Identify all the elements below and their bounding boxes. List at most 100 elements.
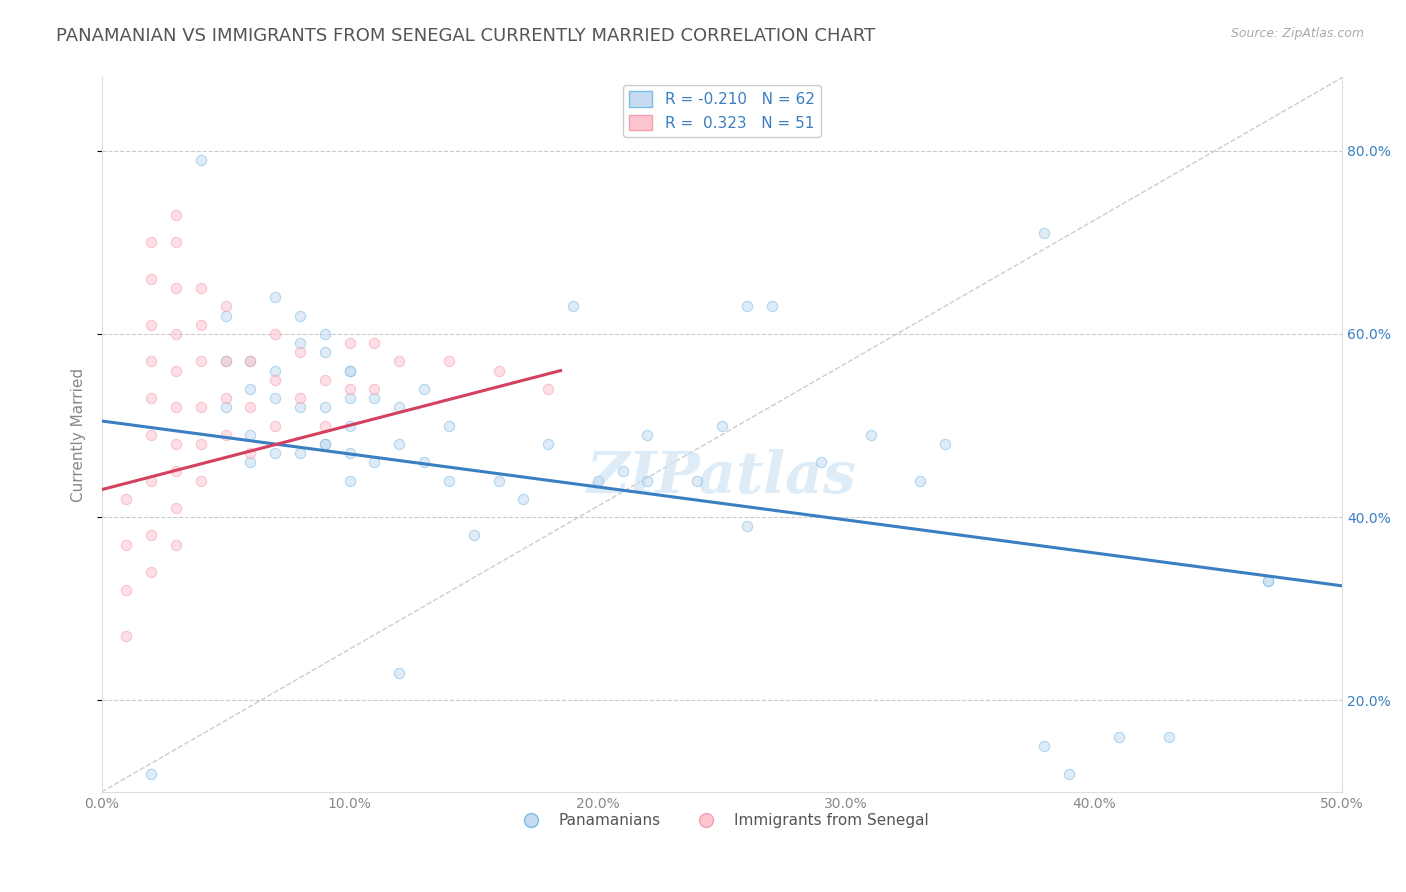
Point: [314, 345, 336, 359]
Point: [239, 401, 262, 415]
Point: [190, 474, 212, 488]
Point: [288, 345, 311, 359]
Point: [339, 418, 361, 433]
Point: [239, 455, 262, 469]
Point: [859, 427, 882, 442]
Point: [115, 491, 138, 506]
Point: [214, 401, 236, 415]
Point: [562, 300, 585, 314]
Point: [339, 363, 361, 377]
Point: [339, 363, 361, 377]
Point: [314, 418, 336, 433]
Point: [488, 474, 510, 488]
Point: [388, 401, 411, 415]
Legend: Panamanians, Immigrants from Senegal: Panamanians, Immigrants from Senegal: [509, 807, 935, 834]
Point: [288, 336, 311, 351]
Point: [636, 474, 658, 488]
Point: [141, 318, 163, 332]
Point: [115, 583, 138, 598]
Point: [388, 354, 411, 368]
Point: [1257, 574, 1279, 589]
Point: [735, 300, 758, 314]
Point: [339, 336, 361, 351]
Point: [1033, 226, 1056, 240]
Point: [636, 427, 658, 442]
Point: [537, 437, 560, 451]
Point: [537, 382, 560, 396]
Point: [214, 427, 236, 442]
Point: [165, 326, 187, 341]
Point: [413, 382, 436, 396]
Point: [363, 382, 385, 396]
Point: [115, 538, 138, 552]
Point: [264, 391, 287, 405]
Point: [288, 401, 311, 415]
Point: [314, 401, 336, 415]
Point: [388, 437, 411, 451]
Point: [363, 391, 385, 405]
Point: [314, 437, 336, 451]
Point: [363, 336, 385, 351]
Point: [586, 474, 609, 488]
Point: [1108, 730, 1130, 744]
Point: [115, 629, 138, 643]
Point: [165, 437, 187, 451]
Point: [264, 363, 287, 377]
Point: [1157, 730, 1180, 744]
Point: [1257, 574, 1279, 589]
Point: [214, 300, 236, 314]
Point: [239, 354, 262, 368]
Point: [141, 354, 163, 368]
Y-axis label: Currently Married: Currently Married: [72, 368, 86, 502]
Point: [512, 491, 534, 506]
Point: [735, 519, 758, 533]
Point: [165, 208, 187, 222]
Point: [612, 464, 634, 478]
Point: [141, 391, 163, 405]
Point: [214, 391, 236, 405]
Point: [190, 153, 212, 167]
Point: [686, 474, 709, 488]
Point: [165, 500, 187, 515]
Point: [314, 373, 336, 387]
Point: [141, 427, 163, 442]
Point: [165, 538, 187, 552]
Point: [264, 418, 287, 433]
Point: [239, 446, 262, 460]
Point: [165, 464, 187, 478]
Point: [190, 318, 212, 332]
Point: [761, 300, 783, 314]
Point: [141, 766, 163, 780]
Point: [264, 373, 287, 387]
Point: [141, 528, 163, 542]
Point: [1033, 739, 1056, 753]
Point: [339, 474, 361, 488]
Point: [363, 455, 385, 469]
Text: PANAMANIAN VS IMMIGRANTS FROM SENEGAL CURRENTLY MARRIED CORRELATION CHART: PANAMANIAN VS IMMIGRANTS FROM SENEGAL CU…: [56, 27, 876, 45]
Point: [288, 309, 311, 323]
Point: [810, 455, 832, 469]
Point: [339, 391, 361, 405]
Point: [214, 354, 236, 368]
Point: [339, 382, 361, 396]
Point: [934, 437, 956, 451]
Point: [239, 354, 262, 368]
Point: [437, 354, 460, 368]
Point: [190, 437, 212, 451]
Point: [190, 401, 212, 415]
Point: [437, 474, 460, 488]
Point: [314, 437, 336, 451]
Point: [388, 665, 411, 680]
Point: [190, 281, 212, 295]
Point: [190, 354, 212, 368]
Point: [339, 446, 361, 460]
Point: [288, 391, 311, 405]
Point: [413, 455, 436, 469]
Point: [264, 290, 287, 304]
Point: [463, 528, 485, 542]
Point: [1059, 766, 1081, 780]
Point: [214, 354, 236, 368]
Point: [165, 401, 187, 415]
Point: [239, 427, 262, 442]
Point: [165, 235, 187, 250]
